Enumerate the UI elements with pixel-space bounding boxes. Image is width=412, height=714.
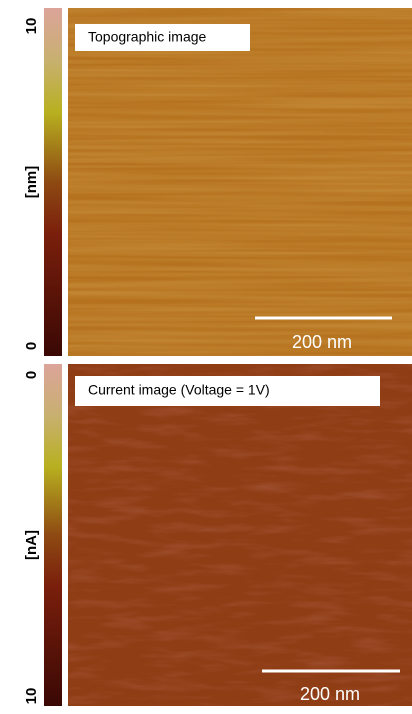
label-box — [75, 24, 250, 51]
image-texture — [68, 8, 412, 356]
colorbar — [44, 364, 62, 706]
image-label: Topographic image — [88, 29, 207, 45]
colorbar-min: 0 — [23, 342, 40, 350]
image-texture — [68, 364, 412, 706]
colorbar-max: 10 — [23, 688, 40, 705]
colorbar — [44, 8, 62, 356]
scale-bar-label: 200 nm — [292, 332, 352, 352]
image-label: Current image (Voltage = 1V) — [88, 382, 270, 398]
scale-bar-label: 200 nm — [300, 684, 360, 704]
colorbar-unit: [nA] — [23, 530, 40, 560]
label-box — [75, 376, 380, 406]
colorbar-max: 10 — [23, 18, 40, 35]
colorbar-min: 0 — [23, 371, 40, 379]
colorbar-unit: [nm] — [23, 166, 40, 199]
